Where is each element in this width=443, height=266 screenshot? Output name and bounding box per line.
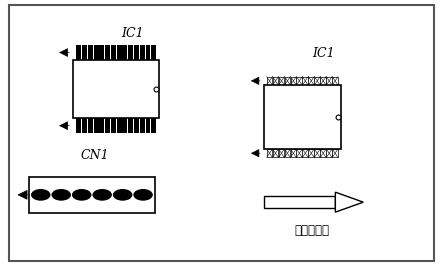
Polygon shape [335, 192, 363, 212]
Bar [76, 45, 82, 60]
Bar [82, 118, 87, 133]
Bar [315, 149, 320, 157]
Bar [320, 77, 326, 85]
Bar [284, 149, 290, 157]
Bar [99, 45, 105, 60]
Bar [272, 77, 278, 85]
Bar [122, 118, 128, 133]
Circle shape [31, 189, 51, 201]
Bar [145, 118, 151, 133]
Circle shape [133, 189, 153, 201]
Bar [111, 118, 116, 133]
Text: IC1: IC1 [121, 27, 144, 40]
Circle shape [51, 189, 71, 201]
Bar [332, 77, 338, 85]
Bar [308, 77, 314, 85]
Bar [296, 77, 302, 85]
Bar [111, 45, 116, 60]
Bar [291, 149, 296, 157]
Bar [272, 149, 278, 157]
Bar [134, 118, 139, 133]
Circle shape [72, 189, 91, 201]
Bar [140, 118, 145, 133]
Bar [82, 45, 87, 60]
Bar [88, 45, 93, 60]
Bar [267, 77, 272, 85]
Bar [105, 118, 110, 133]
Bar [105, 45, 110, 60]
Bar [315, 77, 320, 85]
Bar [140, 45, 145, 60]
Bar [94, 45, 98, 60]
Bar [151, 45, 156, 60]
Bar [291, 77, 296, 85]
Bar [303, 149, 308, 157]
Bar [296, 149, 302, 157]
Bar [76, 118, 82, 133]
Bar [128, 118, 133, 133]
Bar [264, 196, 335, 208]
Bar [88, 118, 93, 133]
Circle shape [93, 189, 112, 201]
Bar [134, 45, 139, 60]
Bar [117, 45, 121, 60]
Bar [29, 177, 155, 213]
Bar [122, 45, 128, 60]
Bar [264, 85, 341, 149]
Bar [94, 118, 98, 133]
Bar [320, 149, 326, 157]
Bar [73, 60, 159, 118]
Bar [326, 77, 332, 85]
Bar [308, 149, 314, 157]
Bar [151, 118, 156, 133]
Circle shape [113, 189, 132, 201]
Text: CN1: CN1 [81, 149, 109, 162]
Bar [128, 45, 133, 60]
Bar [303, 77, 308, 85]
Bar [117, 118, 121, 133]
Bar [332, 149, 338, 157]
Bar [145, 45, 151, 60]
Bar [279, 77, 284, 85]
Text: IC1: IC1 [312, 47, 335, 60]
Bar [99, 118, 105, 133]
Bar [326, 149, 332, 157]
Bar [267, 149, 272, 157]
Text: 过波峰方向: 过波峰方向 [295, 224, 330, 236]
Bar [284, 77, 290, 85]
Bar [279, 149, 284, 157]
